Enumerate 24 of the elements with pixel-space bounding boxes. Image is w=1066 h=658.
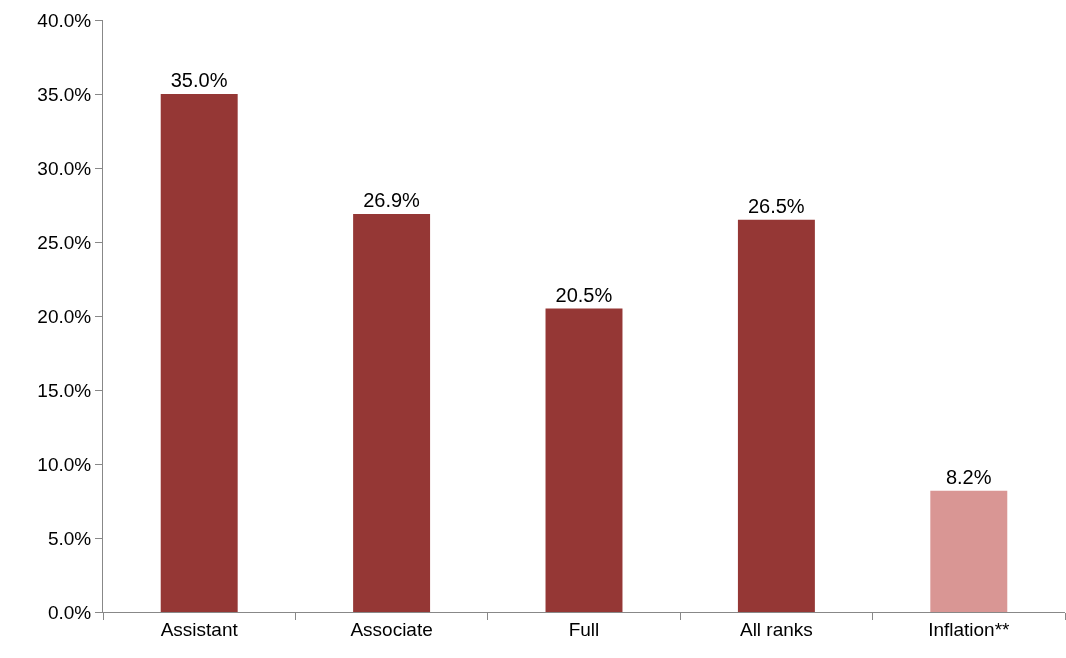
y-tick-label: 20.0%	[37, 305, 92, 327]
bar	[353, 213, 431, 612]
x-tick-label: Associate	[350, 618, 433, 640]
y-tick-label: 25.0%	[37, 231, 92, 253]
data-label: 8.2%	[945, 465, 992, 488]
data-label: 35.0%	[170, 69, 228, 91]
data-label: 26.5%	[747, 194, 805, 217]
y-tick-label: 35.0%	[37, 83, 92, 105]
y-tick-label: 0.0%	[47, 601, 92, 623]
data-label: 26.9%	[363, 188, 421, 211]
data-label: 20.5%	[555, 283, 613, 306]
y-tick-label: 15.0%	[37, 379, 92, 401]
bar	[160, 94, 238, 612]
x-tick-label: Assistant	[160, 618, 239, 640]
bar	[930, 490, 1008, 612]
y-tick-label: 40.0%	[37, 9, 92, 31]
bar	[737, 219, 815, 612]
x-tick-label: Inflation**	[928, 618, 1011, 640]
y-tick-label: 10.0%	[37, 453, 92, 475]
y-tick-label: 30.0%	[37, 157, 92, 179]
x-tick-label: Full	[568, 618, 600, 640]
bar	[545, 308, 623, 612]
x-tick-label: All ranks	[739, 618, 813, 640]
y-tick-label: 5.0%	[47, 527, 92, 549]
